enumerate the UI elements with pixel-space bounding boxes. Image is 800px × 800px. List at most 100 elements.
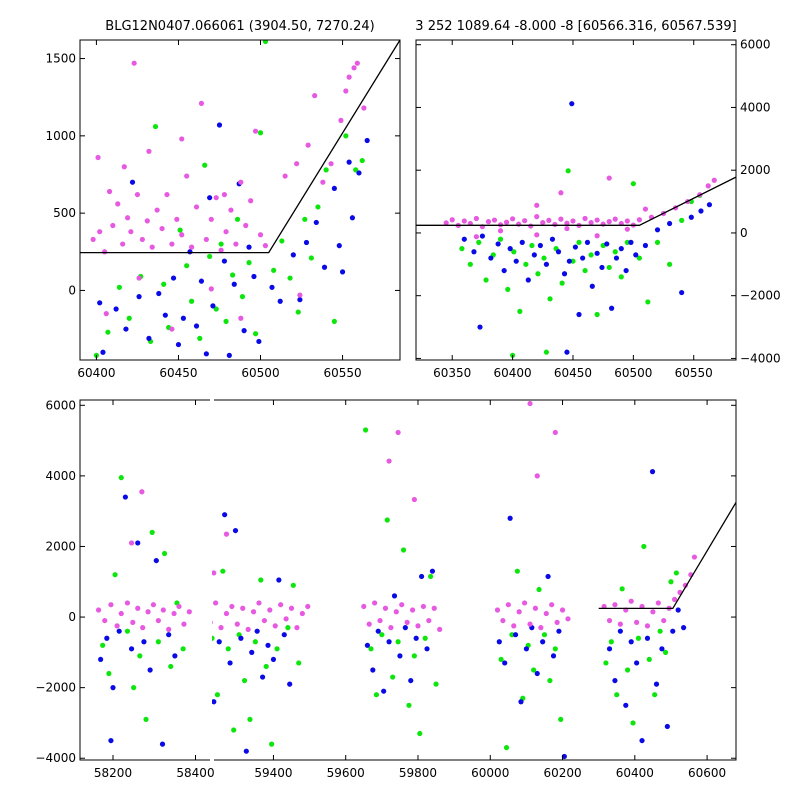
top-right-point-blue	[461, 236, 467, 242]
bottom-point-blue	[681, 625, 687, 631]
bottom-point-pink	[124, 600, 131, 606]
bottom-point-pink	[140, 625, 146, 631]
top-right-point-pink	[552, 221, 558, 228]
bottom-point-blue	[653, 681, 660, 687]
top-left-point-pink	[164, 191, 170, 198]
top-right-point-green	[529, 242, 535, 249]
top-right-point-blue	[580, 255, 586, 261]
bottom-point-pink	[288, 605, 295, 611]
bottom-point-blue	[518, 699, 524, 705]
top-left-point-blue	[356, 170, 362, 176]
top-right-x-tick-label: 60500	[614, 366, 652, 380]
top-right-point-blue	[471, 249, 477, 255]
bottom-point-blue	[265, 642, 271, 648]
top-right-point-blue	[688, 214, 694, 220]
bottom-point-green	[290, 582, 296, 588]
top-left-point-pink	[312, 93, 318, 99]
bottom-point-pink	[299, 610, 305, 617]
top-right-point-green	[618, 274, 624, 280]
top-left-point-pink	[361, 105, 367, 111]
top-left-chart-title: BLG12N0407.066061 (3904.50, 7270.24)	[105, 19, 374, 34]
bottom-point-blue	[550, 653, 557, 659]
bottom-point-green	[428, 573, 434, 580]
bottom-point-pink	[559, 607, 566, 613]
top-left-point-blue	[136, 294, 142, 300]
top-left-point-green	[302, 216, 308, 222]
top-right-series-green	[459, 168, 703, 358]
bottom-point-blue	[116, 628, 122, 634]
top-left-point-blue	[256, 338, 262, 345]
top-left-point-green	[223, 318, 229, 324]
top-right-point-blue	[543, 261, 550, 267]
bottom-point-green	[541, 632, 548, 638]
bottom-point-blue	[502, 660, 508, 666]
top-right-point-pink	[606, 175, 612, 181]
bottom-point-pink	[532, 605, 539, 611]
bottom-point-pink	[155, 617, 161, 624]
bottom-point-blue	[649, 469, 656, 475]
top-left-point-pink	[174, 216, 180, 222]
top-right-point-blue	[477, 324, 483, 330]
top-right-point-blue	[623, 267, 629, 274]
bottom-point-pink	[388, 625, 394, 631]
top-right-point-blue	[519, 239, 525, 245]
top-left-point-green	[323, 167, 329, 173]
bottom-point-green	[204, 657, 209, 662]
top-right-point-pink	[558, 216, 564, 222]
bottom-point-blue	[381, 688, 387, 694]
bottom-point-green	[531, 667, 537, 673]
bottom-point-blue	[512, 632, 519, 638]
bottom-point-green	[514, 568, 520, 574]
top-left-point-pink	[233, 241, 239, 247]
top-left-point-blue	[180, 315, 186, 321]
bottom-point-green	[417, 730, 423, 737]
bottom-point-pink	[213, 600, 219, 606]
bottom-point-blue	[556, 628, 562, 634]
bottom-point-pink	[634, 619, 640, 625]
top-left-point-pink	[262, 243, 269, 249]
top-left-point-pink	[354, 60, 360, 66]
top-left-point-blue	[203, 351, 209, 357]
top-right-model-line	[416, 176, 736, 226]
bottom-point-pink	[377, 617, 383, 624]
top-left-point-blue	[290, 252, 296, 258]
top-left-panel: 60400 60450 60500 60550 0 500 1000 1500	[45, 39, 401, 380]
top-left-point-pink	[198, 100, 205, 106]
top-right-point-pink	[588, 219, 594, 226]
top-left-point-green	[271, 267, 277, 273]
bottom-point-pink	[108, 602, 114, 608]
bottom-y-tick-label: −2000	[35, 681, 76, 695]
top-left-point-green	[234, 216, 241, 222]
bottom-point-pink	[160, 607, 166, 613]
bottom-point-green	[662, 649, 669, 655]
top-right-point-pink	[636, 217, 642, 223]
bottom-plot-frame	[79, 399, 737, 761]
top-left-y-tick-label: 1500	[45, 52, 76, 66]
bottom-point-blue	[670, 628, 676, 634]
top-right-point-blue	[564, 349, 570, 355]
bottom-y-tick-label: −4000	[35, 751, 76, 765]
top-left-point-blue	[226, 352, 232, 358]
top-right-point-blue	[599, 264, 605, 271]
top-left-point-pink	[297, 292, 303, 298]
top-right-point-pink	[582, 215, 588, 222]
bottom-point-pink	[393, 609, 399, 615]
top-right-point-blue	[706, 202, 713, 208]
bottom-point-pink	[415, 623, 421, 629]
bottom-point-blue	[628, 639, 634, 645]
top-right-x-tick-label: 60350	[433, 366, 471, 380]
bottom-x-tick-label: 58200	[94, 766, 132, 780]
bottom-point-green	[274, 646, 280, 652]
bottom-point-green	[296, 660, 302, 666]
bottom-point-green	[603, 660, 609, 666]
top-left-y-tick-label: 1000	[45, 129, 76, 143]
bottom-point-pink	[554, 619, 560, 625]
top-right-point-blue	[613, 255, 620, 261]
bottom-point-green	[668, 579, 674, 585]
bottom-point-blue	[172, 653, 178, 659]
bottom-point-pink	[128, 540, 135, 546]
top-left-point-green	[116, 284, 122, 290]
top-right-point-blue	[495, 241, 501, 247]
top-left-point-blue	[231, 281, 237, 287]
bottom-point-green	[384, 517, 390, 523]
